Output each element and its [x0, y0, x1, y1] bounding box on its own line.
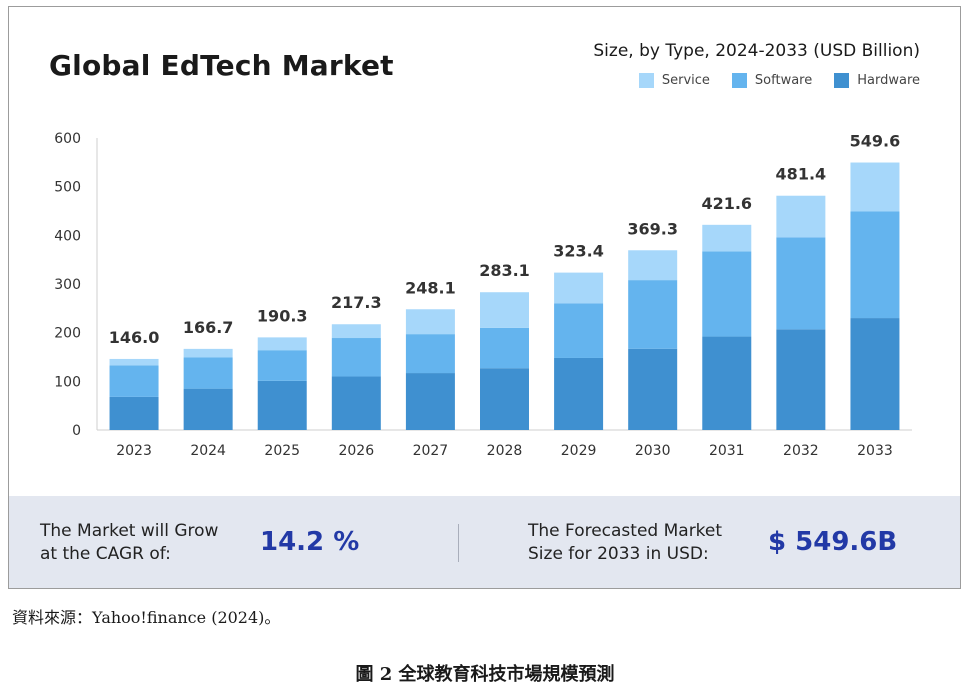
forecast-value: $ 549.6B: [768, 527, 898, 557]
bar-segment-service: [628, 250, 678, 281]
bar-segment-software: [628, 280, 678, 349]
x-tick-label: 2031: [709, 443, 745, 459]
x-tick-label: 2024: [190, 443, 226, 459]
bar-segment-service: [702, 224, 752, 252]
bar-segment-hardware: [183, 388, 233, 430]
forecast-label-line1: The Forecasted Market: [528, 521, 723, 541]
chart-panel: Global EdTech Market Size, by Type, 2024…: [8, 6, 961, 589]
y-tick-label: 0: [72, 423, 81, 439]
x-tick-label: 2030: [635, 443, 671, 459]
bar-segment-service: [554, 272, 604, 304]
forecast-label: The Forecasted Market Size for 2033 in U…: [528, 520, 722, 566]
bar-segment-hardware: [554, 357, 604, 430]
x-tick-label: 2029: [561, 443, 597, 459]
bar-segment-service: [480, 292, 529, 328]
x-tick-label: 2028: [487, 443, 523, 459]
legend-swatch-hardware: [834, 73, 850, 88]
forecast-label-line2: Size for 2033 in USD:: [528, 544, 709, 564]
bar-segment-service: [183, 348, 233, 358]
bar-segment-software: [702, 251, 752, 337]
bar-total-label: 217.3: [331, 293, 382, 312]
bar-total-label: 481.4: [776, 165, 827, 184]
bar-segment-software: [480, 327, 529, 369]
chart-title: Global EdTech Market: [49, 49, 394, 82]
bar-segment-service: [405, 309, 455, 335]
bar-segment-service: [776, 195, 826, 238]
bar-segment-service: [331, 324, 381, 339]
bar-segment-software: [109, 365, 159, 397]
cagr-label-line1: The Market will Grow: [40, 521, 219, 541]
bar-segment-software: [183, 357, 233, 389]
cagr-label: The Market will Grow at the CAGR of:: [40, 520, 218, 566]
bar-segment-hardware: [628, 348, 678, 430]
x-tick-label: 2026: [338, 443, 374, 459]
x-tick-label: 2025: [264, 443, 300, 459]
y-tick-label: 500: [54, 180, 81, 196]
y-tick-label: 600: [54, 131, 81, 147]
bar-chart-plot: 0 100 200 300 400 500 600 146.0 2023 166.7 2024 190…: [54, 131, 912, 459]
bar-total-label: 369.3: [627, 219, 678, 238]
chart-subtitle: Size, by Type, 2024-2033 (USD Billion): [593, 41, 920, 61]
legend-label-hardware: Hardware: [857, 73, 920, 88]
bar-segment-software: [554, 303, 604, 358]
x-tick-label: 2023: [116, 443, 152, 459]
bar-segment-hardware: [257, 380, 307, 430]
y-tick-label: 200: [54, 326, 81, 342]
bar-segment-hardware: [776, 329, 826, 430]
bar-total-label: 190.3: [257, 306, 308, 325]
bar-total-label: 549.6: [850, 132, 901, 151]
bar-segment-software: [331, 338, 381, 377]
bar-segment-hardware: [109, 396, 159, 430]
y-tick-label: 400: [54, 228, 81, 244]
bar-segment-service: [850, 162, 900, 212]
cagr-label-line2: at the CAGR of:: [40, 544, 171, 564]
legend-swatch-service: [638, 73, 654, 88]
bar-segment-software: [850, 211, 900, 319]
kpi-divider: [458, 524, 459, 562]
bar-segment-software: [776, 237, 826, 330]
bar-total-label: 323.4: [553, 242, 604, 261]
kpi-footer: The Market will Grow at the CAGR of: 14.…: [9, 496, 960, 588]
x-tick-label: 2027: [413, 443, 449, 459]
bar-segment-hardware: [480, 368, 529, 430]
bar-segment-software: [257, 350, 307, 381]
y-tick-label: 100: [54, 374, 81, 390]
x-tick-label: 2033: [857, 443, 893, 459]
bar-total-label: 166.7: [183, 318, 234, 337]
bar-segment-service: [109, 358, 159, 366]
cagr-value: 14.2 %: [260, 527, 360, 557]
legend-label-service: Service: [661, 73, 710, 88]
source-note: 資料來源：Yahoo!finance (2024)。: [12, 608, 281, 627]
bar-segment-service: [257, 337, 307, 351]
legend-item-software: Software: [731, 73, 813, 88]
legend-item-service: Service: [638, 73, 710, 88]
legend-label-software: Software: [754, 73, 813, 88]
bar-total-label: 248.1: [405, 278, 456, 297]
bar-segment-hardware: [702, 336, 752, 430]
y-tick-label: 300: [54, 277, 81, 293]
bar-total-label: 283.1: [479, 261, 530, 280]
legend-swatch-software: [731, 73, 747, 88]
legend-item-hardware: Hardware: [834, 73, 920, 88]
bar-total-label: 421.6: [701, 194, 752, 213]
legend: Service Software Hardware: [638, 73, 920, 88]
bar-segment-software: [405, 334, 455, 374]
bar-segment-hardware: [405, 373, 455, 430]
bar-segment-hardware: [331, 376, 381, 430]
bar-segment-hardware: [850, 318, 900, 430]
figure-caption: 圖 2 全球教育科技市場規模預測: [355, 664, 615, 685]
x-tick-label: 2032: [783, 443, 819, 459]
bar-total-label: 146.0: [109, 328, 160, 347]
